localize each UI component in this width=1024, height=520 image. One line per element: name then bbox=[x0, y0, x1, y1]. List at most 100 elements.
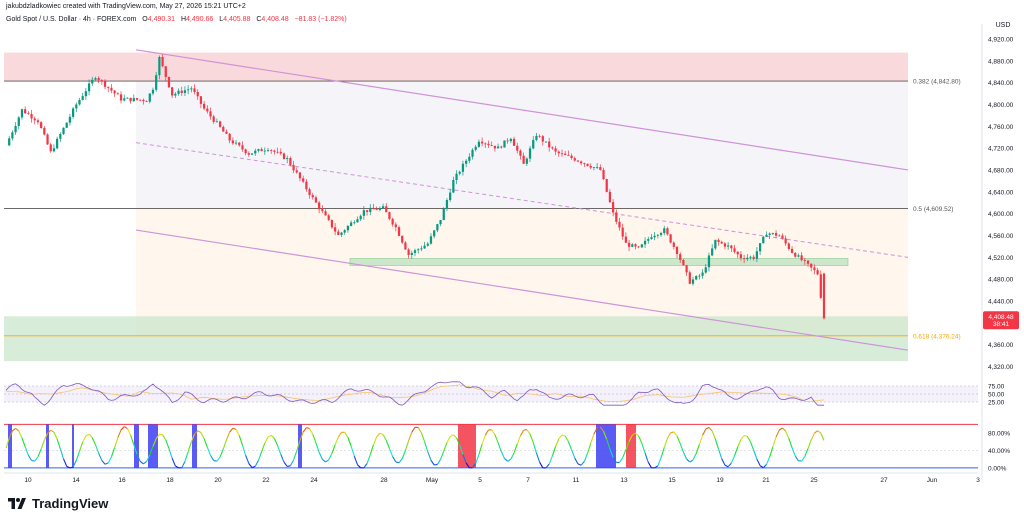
stoch-line-segment bbox=[248, 463, 253, 468]
candle-body bbox=[429, 236, 433, 244]
candle-body bbox=[746, 257, 749, 260]
price-tick-label: 4,640.00 bbox=[988, 189, 1014, 196]
stoch-line-segment bbox=[171, 457, 176, 467]
stoch-line-segment bbox=[309, 428, 314, 435]
candle-body bbox=[461, 163, 465, 172]
candle-body bbox=[701, 272, 704, 276]
stoch-line-segment bbox=[788, 438, 793, 448]
stoch-line-segment bbox=[280, 454, 285, 463]
ohlc-close: C4,408.48 bbox=[256, 16, 289, 23]
stoch-line-segment bbox=[136, 454, 141, 462]
candle-body bbox=[321, 209, 324, 212]
stoch-line-segment bbox=[596, 426, 601, 429]
candle-body bbox=[142, 99, 145, 102]
stoch-line-segment bbox=[206, 446, 212, 456]
candle-body bbox=[790, 248, 794, 253]
candle-body bbox=[68, 116, 72, 123]
stoch-line-segment bbox=[516, 435, 521, 445]
stoch-line-segment bbox=[72, 460, 77, 468]
candle-body bbox=[372, 207, 375, 210]
stoch-line-segment bbox=[510, 452, 515, 460]
stoch-line-segment bbox=[187, 441, 192, 453]
candle-body bbox=[618, 221, 621, 228]
stoch-line-segment bbox=[417, 427, 422, 434]
stoch-line-segment bbox=[791, 447, 796, 457]
stoch-line-segment bbox=[235, 429, 240, 436]
candle-body bbox=[810, 263, 813, 268]
candle-body bbox=[586, 163, 589, 166]
candle-body bbox=[212, 116, 215, 122]
candle-body bbox=[394, 224, 397, 228]
candle-body bbox=[602, 169, 605, 180]
stoch-line-segment bbox=[702, 428, 707, 436]
stoch-overbought-bar bbox=[626, 424, 636, 468]
stoch-line-segment bbox=[334, 436, 339, 446]
stoch-line-segment bbox=[56, 438, 61, 449]
candle-body bbox=[580, 161, 583, 164]
stoch-line-segment bbox=[245, 455, 250, 464]
candle-body bbox=[787, 243, 790, 249]
candle-body bbox=[433, 230, 436, 237]
fib-band-lower bbox=[136, 208, 908, 336]
stoch-line-segment bbox=[778, 427, 783, 431]
candle-body bbox=[311, 195, 314, 198]
candle-body bbox=[71, 108, 75, 117]
candle-body bbox=[557, 151, 560, 154]
stoch-oversold-bar bbox=[596, 424, 616, 468]
stoch-line-segment bbox=[372, 436, 378, 446]
candle-body bbox=[471, 149, 474, 157]
stoch-line-segment bbox=[814, 430, 818, 434]
candle-body bbox=[270, 150, 273, 151]
candle-body bbox=[739, 254, 743, 259]
candle-body bbox=[643, 240, 647, 245]
candle-body bbox=[784, 238, 787, 244]
candle-body bbox=[672, 242, 675, 247]
stoch-line-segment bbox=[107, 456, 112, 464]
stoch-line-segment bbox=[478, 444, 483, 455]
candle-body bbox=[762, 236, 765, 244]
stoch-line-segment bbox=[143, 460, 147, 465]
candle-body bbox=[33, 118, 36, 121]
stoch-line-segment bbox=[564, 435, 569, 442]
stoch-line-segment bbox=[539, 461, 544, 469]
candle-body bbox=[765, 234, 768, 237]
candle-body bbox=[167, 76, 171, 88]
symbol-name: Gold Spot / U.S. Dollar · 4h · FOREX.com bbox=[6, 16, 137, 23]
candle-body bbox=[490, 145, 493, 146]
candle-body bbox=[410, 252, 413, 255]
stoch-line-segment bbox=[315, 442, 320, 453]
stoch-line-segment bbox=[312, 433, 317, 444]
stoch-line-segment bbox=[12, 427, 16, 432]
chart-canvas[interactable]: 0.382 (4,842.80) 0.5 (4,609.52) 0.618 (4,3… bbox=[0, 0, 1024, 490]
stoch-oversold-bar bbox=[8, 424, 12, 468]
stoch-line-segment bbox=[599, 426, 604, 432]
symbol-header: Gold Spot / U.S. Dollar · 4h · FOREX.com… bbox=[6, 16, 347, 23]
candle-body bbox=[669, 234, 672, 243]
stoch-line-segment bbox=[267, 434, 272, 438]
stoch-line-segment bbox=[491, 429, 496, 435]
stoch-line-segment bbox=[526, 429, 531, 435]
candle-body bbox=[554, 148, 557, 152]
stoch-line-segment bbox=[101, 460, 106, 465]
candle-body bbox=[605, 179, 608, 192]
candle-body bbox=[774, 233, 778, 236]
candle-body bbox=[477, 141, 481, 147]
stoch-oversold-bar bbox=[72, 424, 74, 468]
stoch-line-segment bbox=[85, 433, 90, 437]
candle-body bbox=[254, 150, 257, 154]
candle-body bbox=[442, 208, 445, 221]
candle-body bbox=[564, 153, 567, 155]
stoch-line-segment bbox=[254, 460, 259, 467]
stoch-line-segment bbox=[18, 430, 23, 439]
candle-body bbox=[362, 210, 365, 216]
candle-body bbox=[637, 246, 640, 248]
candle-body bbox=[631, 244, 634, 247]
stoch-line-segment bbox=[88, 433, 93, 438]
last-price-label: 4,408.48 bbox=[988, 314, 1014, 321]
candle-body bbox=[771, 233, 774, 234]
candle-body bbox=[349, 222, 353, 226]
stoch-line-segment bbox=[762, 464, 767, 469]
tradingview-brand[interactable]: TradingView bbox=[8, 496, 108, 511]
candle-body bbox=[314, 197, 318, 203]
stoch-line-segment bbox=[264, 436, 269, 444]
